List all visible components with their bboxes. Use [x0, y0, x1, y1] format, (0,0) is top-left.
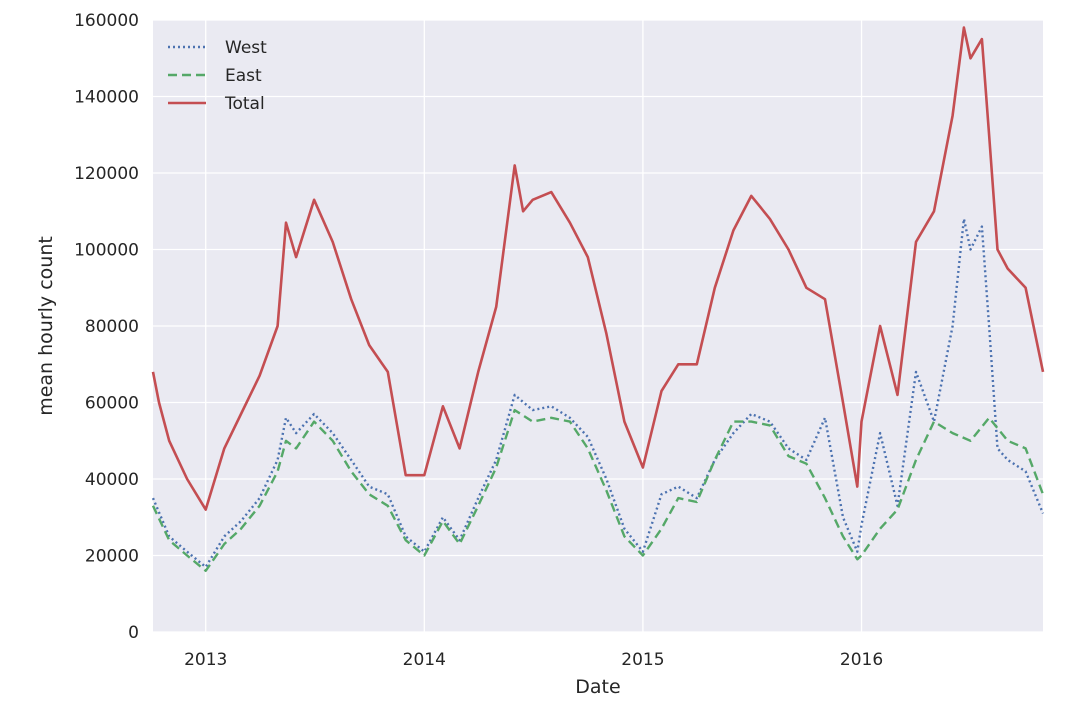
legend: West East Total — [168, 38, 267, 114]
series-line-total — [151, 26, 1045, 511]
y-axis-label: mean hourly count — [35, 236, 57, 416]
y-tick-label: 120000 — [74, 164, 139, 184]
legend-label-west: West — [225, 38, 267, 58]
x-tick-label: 2016 — [840, 650, 883, 670]
series-lines — [151, 26, 1045, 572]
x-axis-ticks: 2013 2014 2015 2016 — [184, 650, 883, 670]
y-tick-label: 60000 — [85, 394, 139, 414]
x-tick-label: 2014 — [403, 650, 446, 670]
y-tick-label: 100000 — [74, 241, 139, 261]
y-tick-label: 140000 — [74, 88, 139, 108]
y-tick-label: 80000 — [85, 317, 139, 337]
series-line-west — [151, 217, 1045, 569]
x-axis-label: Date — [575, 676, 620, 698]
y-tick-label: 160000 — [74, 11, 139, 31]
y-tick-label: 20000 — [85, 547, 139, 567]
grid-lines — [153, 19, 1043, 633]
x-tick-label: 2015 — [621, 650, 664, 670]
y-tick-label: 0 — [128, 623, 139, 643]
legend-label-total: Total — [224, 94, 265, 114]
series-line-east — [151, 408, 1045, 572]
y-axis-ticks: 0 20000 40000 60000 80000 100000 120000 140000 1… — [74, 11, 139, 643]
legend-label-east: East — [225, 66, 262, 86]
x-tick-label: 2013 — [184, 650, 227, 670]
y-tick-label: 40000 — [85, 470, 139, 490]
